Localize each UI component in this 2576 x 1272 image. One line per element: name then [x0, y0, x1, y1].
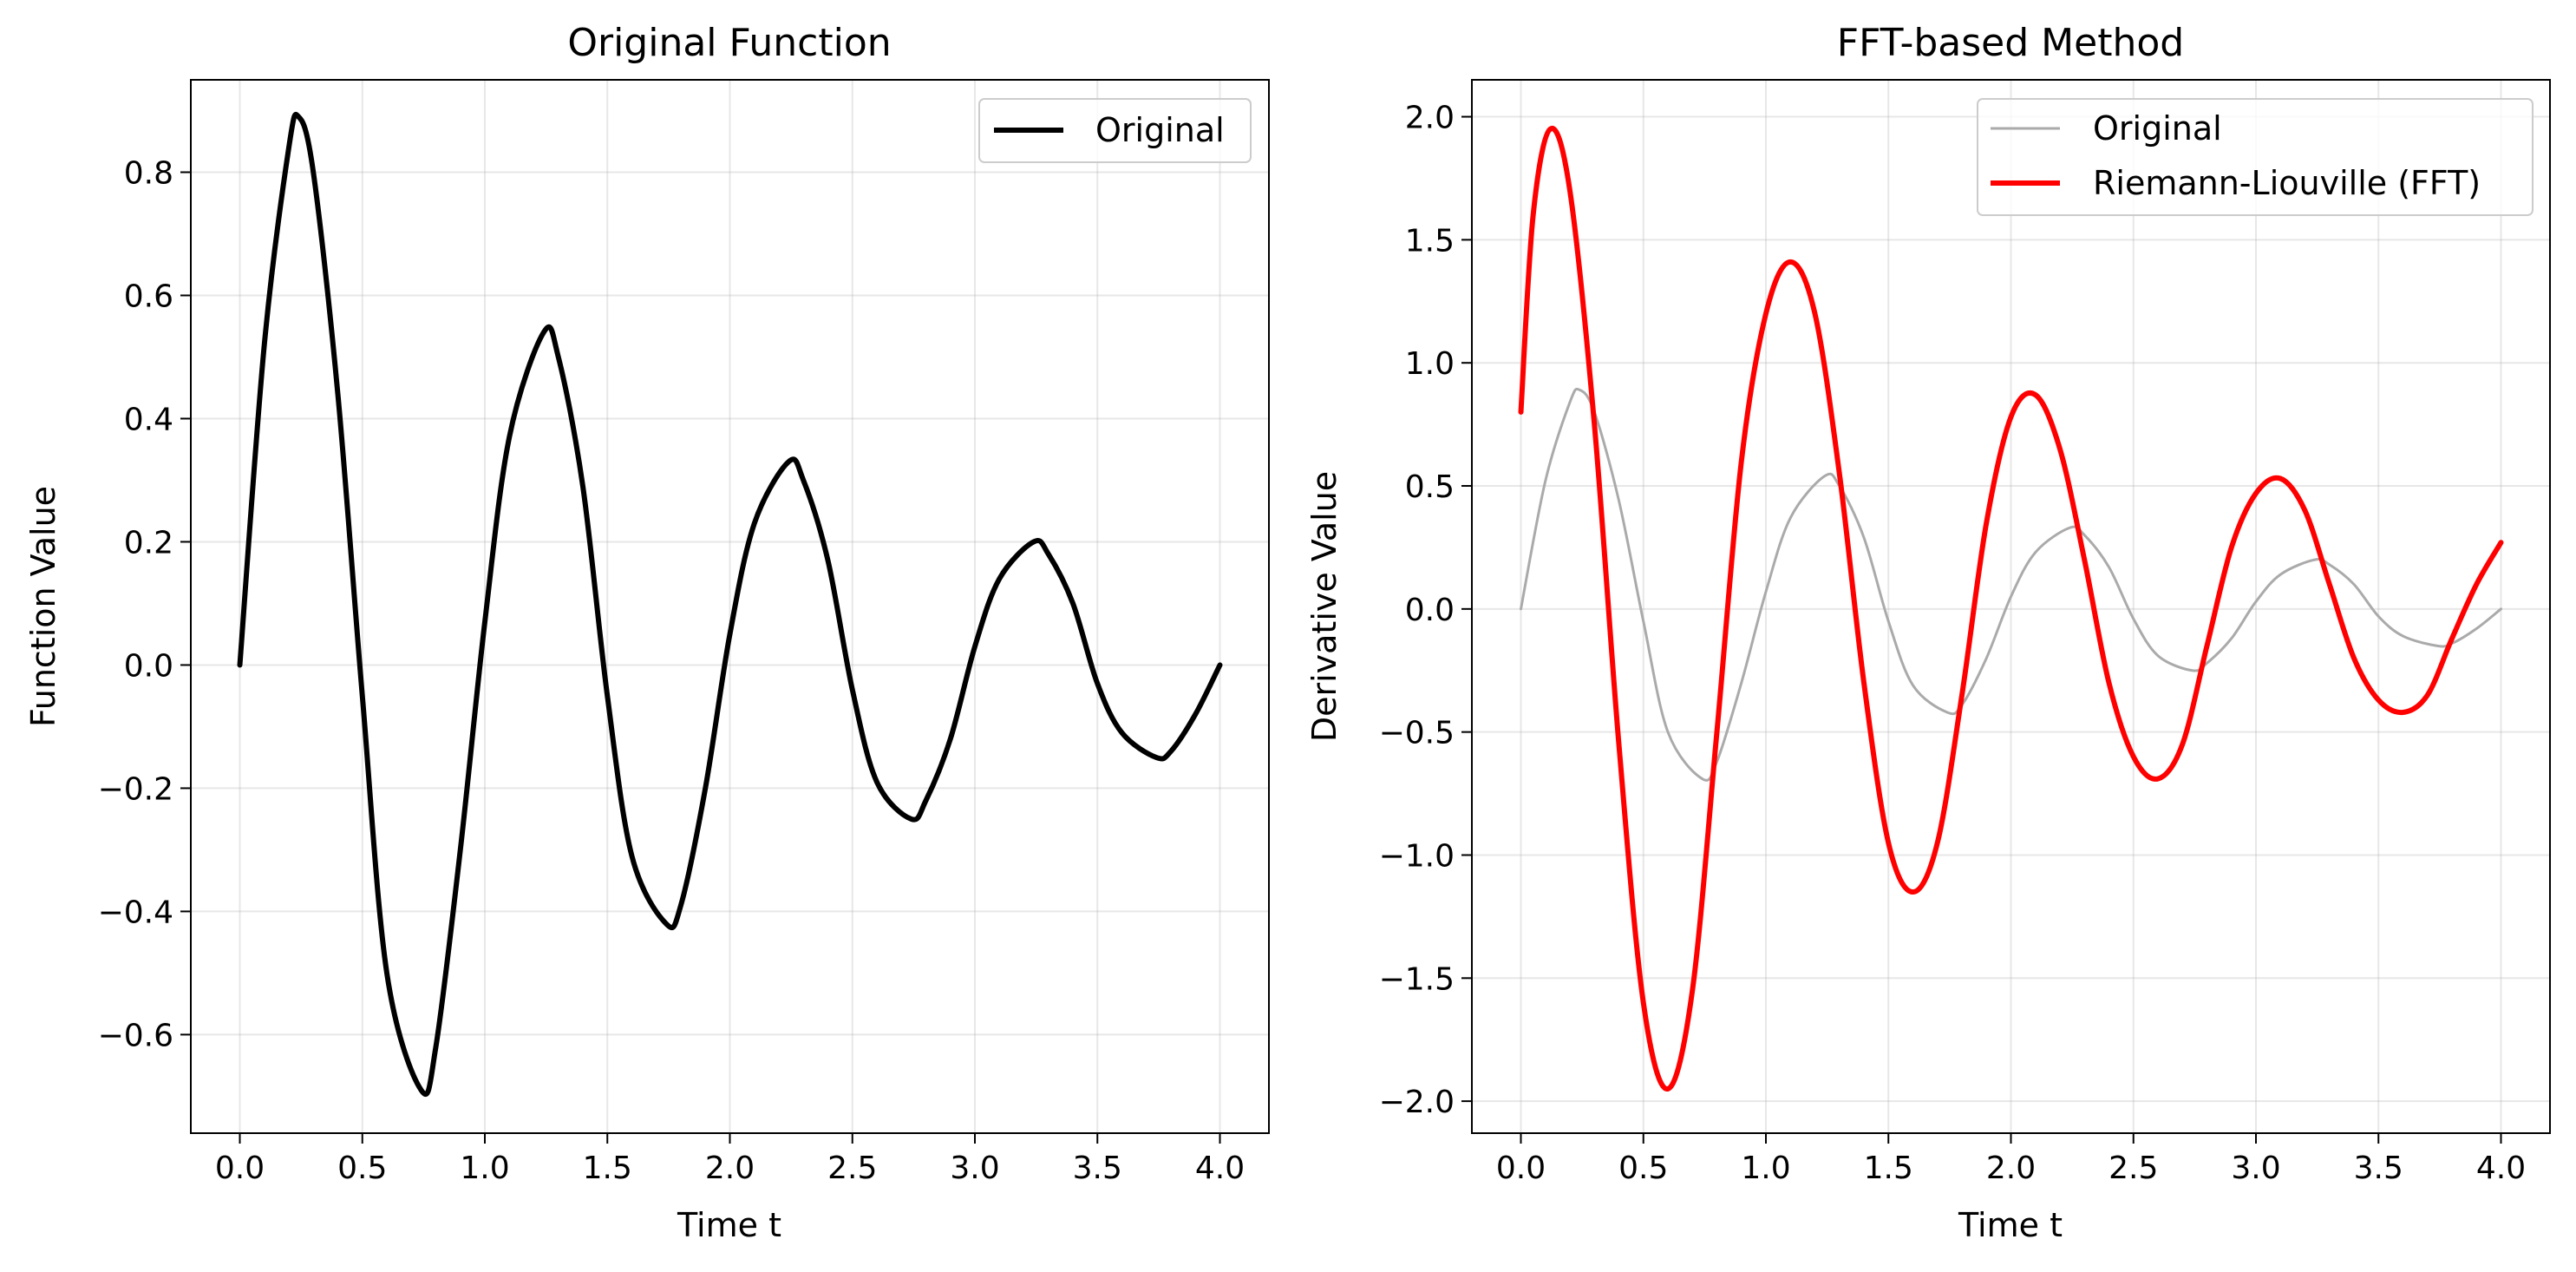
x-tick-label: 4.0 — [1195, 1151, 1245, 1186]
chart-title: Original Function — [567, 21, 891, 65]
x-tick-label: 2.5 — [827, 1151, 877, 1186]
y-tick-label: 0.8 — [124, 155, 173, 191]
x-tick-label: 0.0 — [215, 1151, 265, 1186]
x-tick-label: 4.0 — [2476, 1151, 2526, 1186]
legend-label-original: Original — [1095, 111, 1225, 149]
series-line-original — [237, 111, 1223, 1098]
x-tick-label: 3.5 — [2354, 1151, 2403, 1186]
x-tick-label: 0.5 — [337, 1151, 387, 1186]
x-tick-label: 0.0 — [1496, 1151, 1546, 1186]
y-tick-label: −0.2 — [98, 771, 173, 807]
y-axis-label: Function Value — [24, 486, 62, 727]
y-tick-label: 0.4 — [124, 402, 173, 437]
legend-box — [978, 98, 1252, 163]
x-tick-label: 3.5 — [1073, 1151, 1122, 1186]
legend: Original Riemann-Liouville (FFT) — [1977, 98, 2534, 216]
y-tick-label: 0.6 — [124, 279, 173, 314]
y-tick-label: −1.5 — [1379, 961, 1455, 997]
x-tick-label: 1.0 — [1741, 1151, 1790, 1186]
x-tick-label: 1.5 — [1864, 1151, 1913, 1186]
ticks: 0.0 0.5 1.0 1.5 2.0 2.5 3.0 3.5 4.0 −0.6 −0.4 −0.2 0… — [98, 155, 1246, 1186]
x-axis-label: Time t — [1958, 1206, 2063, 1244]
grid — [191, 80, 1269, 1133]
y-tick-label: 0.5 — [1405, 469, 1455, 505]
y-tick-label: −0.6 — [98, 1018, 173, 1053]
legend: Original — [978, 98, 1252, 163]
original-function-panel: 0.0 0.5 1.0 1.5 2.0 2.5 3.0 3.5 4.0 −0.6 −0.4 −0.2 0… — [24, 21, 1270, 1244]
x-tick-label: 3.0 — [2231, 1151, 2280, 1186]
plot-area — [237, 111, 1223, 1098]
x-tick-label: 0.5 — [1618, 1151, 1668, 1186]
y-tick-label: −0.5 — [1379, 716, 1455, 751]
x-tick-label: 2.5 — [2109, 1151, 2158, 1186]
legend-box — [1977, 98, 2534, 216]
legend-label-original: Original — [2093, 109, 2222, 148]
y-tick-label: 1.0 — [1405, 346, 1455, 382]
y-axis-label: Derivative Value — [1305, 471, 1344, 742]
x-tick-label: 2.0 — [705, 1151, 755, 1186]
series-line-riemann-liouville-fft — [1518, 126, 2504, 1092]
x-tick-label: 1.0 — [460, 1151, 509, 1186]
y-tick-label: 1.5 — [1405, 223, 1455, 259]
x-tick-label: 3.0 — [950, 1151, 999, 1186]
fft-method-panel: 0.0 0.5 1.0 1.5 2.0 2.5 3.0 3.5 4.0 −2.0 −1.5 −1.0 −… — [1305, 21, 2551, 1244]
x-tick-label: 1.5 — [583, 1151, 632, 1186]
y-tick-label: 0.0 — [124, 648, 173, 684]
plot-area — [1518, 126, 2504, 1092]
y-tick-label: 0.0 — [1405, 593, 1455, 628]
legend-label-riemann-liouville: Riemann-Liouville (FFT) — [2093, 164, 2481, 202]
y-tick-label: −1.0 — [1379, 838, 1455, 874]
y-tick-label: 0.2 — [124, 525, 173, 561]
y-tick-label: 2.0 — [1405, 101, 1455, 136]
y-tick-label: −2.0 — [1379, 1085, 1455, 1120]
x-axis-label: Time t — [677, 1206, 781, 1244]
ticks: 0.0 0.5 1.0 1.5 2.0 2.5 3.0 3.5 4.0 −2.0 −1.5 −1.0 −… — [1379, 101, 2527, 1186]
x-tick-label: 2.0 — [1986, 1151, 2036, 1186]
y-tick-label: −0.4 — [98, 895, 173, 930]
chart-title: FFT-based Method — [1837, 21, 2184, 65]
grid — [1472, 80, 2550, 1133]
